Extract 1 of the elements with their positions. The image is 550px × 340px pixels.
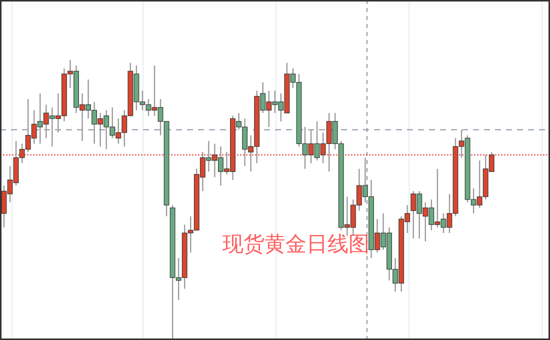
text: 现货黄金日线图 [222,233,370,256]
